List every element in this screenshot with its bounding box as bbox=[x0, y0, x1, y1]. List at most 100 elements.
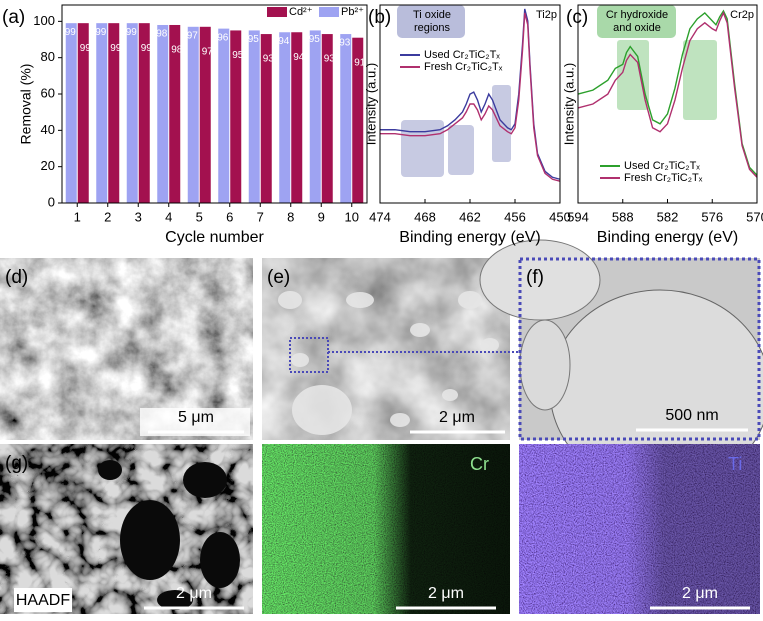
bar bbox=[230, 30, 242, 203]
x-tick-label: 8 bbox=[287, 209, 294, 224]
haadf-holes bbox=[98, 460, 240, 610]
x-tick-label: 1 bbox=[74, 209, 81, 224]
x-tick-label: 9 bbox=[318, 209, 325, 224]
legend-label: Cd²⁺ bbox=[289, 6, 313, 18]
bar bbox=[96, 23, 108, 204]
legend-label: Pb²⁺ bbox=[341, 6, 364, 18]
annotation: Cr hydroxide bbox=[606, 9, 668, 21]
line bbox=[380, 12, 561, 182]
y-tick-label: 60 bbox=[41, 85, 55, 100]
data-label: 99 bbox=[65, 27, 77, 38]
y-tick-label: 100 bbox=[33, 13, 55, 28]
y-tick-label: 40 bbox=[41, 122, 55, 137]
bar bbox=[291, 32, 303, 203]
legend-label: Used Cr₂TiC₂Tₓ bbox=[424, 49, 500, 61]
x-tick-label: 450 bbox=[549, 209, 571, 224]
data-label: 97 bbox=[187, 30, 199, 41]
region-box bbox=[448, 125, 474, 175]
x-tick-label: 468 bbox=[414, 209, 436, 224]
bar bbox=[260, 34, 272, 203]
panel-label: (d) bbox=[5, 267, 28, 288]
data-label: 95 bbox=[309, 34, 321, 45]
data-label: 98 bbox=[171, 45, 183, 56]
shaded-regions bbox=[397, 5, 717, 177]
bar bbox=[321, 34, 333, 203]
legend-swatch bbox=[267, 7, 287, 17]
annotation-box bbox=[397, 5, 465, 38]
core-level: Cr2p bbox=[730, 9, 754, 21]
x-tick-label: 474 bbox=[369, 209, 391, 224]
panel-label: (c) bbox=[566, 7, 588, 28]
x-tick-label: 6 bbox=[226, 209, 233, 224]
data-label: 95 bbox=[232, 50, 244, 61]
bar bbox=[138, 23, 150, 204]
legend-label: Used Cr₂TiC₂Tₓ bbox=[624, 160, 700, 172]
scale-bar-label: 2 μm bbox=[682, 585, 718, 602]
bar bbox=[248, 30, 260, 203]
detector-label: HAADF bbox=[16, 592, 70, 609]
data-label: 98 bbox=[156, 29, 168, 40]
scale-bar-label: 500 nm bbox=[665, 407, 718, 424]
region-box bbox=[683, 40, 717, 120]
plot-frame bbox=[379, 4, 561, 204]
bar bbox=[77, 23, 89, 204]
scale-bar-label: 2 μm bbox=[439, 409, 475, 426]
core-level: Ti2p bbox=[536, 9, 557, 21]
data-label: 99 bbox=[95, 27, 107, 38]
bar bbox=[309, 30, 321, 203]
data-label: 96 bbox=[217, 32, 229, 43]
x-tick-label: 456 bbox=[504, 209, 526, 224]
data-label: 93 bbox=[339, 38, 351, 49]
ti-map-shade bbox=[519, 444, 760, 614]
element-label: Cr bbox=[470, 454, 489, 474]
x-tick-label: 576 bbox=[701, 209, 723, 224]
x-tick-label: 4 bbox=[165, 209, 172, 224]
panel-label: (b) bbox=[368, 7, 391, 28]
data-label: 94 bbox=[278, 36, 290, 47]
scale-bar-label: 5 μm bbox=[178, 409, 214, 426]
data-label: 99 bbox=[80, 43, 92, 54]
x-tick-label: 588 bbox=[612, 209, 634, 224]
bar bbox=[352, 37, 364, 203]
tem-hole bbox=[519, 319, 571, 411]
bar bbox=[108, 23, 120, 204]
data-label: 97 bbox=[202, 46, 214, 57]
annotation: regions bbox=[414, 22, 451, 34]
data-label: 99 bbox=[126, 27, 138, 38]
legend-label: Fresh Cr₂TiC₂Tₓ bbox=[424, 61, 503, 73]
line bbox=[577, 9, 758, 176]
x-axis-label: Cycle number bbox=[165, 229, 264, 246]
scale-bar-label: 2 μm bbox=[176, 585, 212, 602]
region-box bbox=[492, 85, 511, 162]
scale-bar-label: 2 μm bbox=[428, 585, 464, 602]
cr-map-shade bbox=[262, 444, 510, 614]
y-axis-label: Removal (%) bbox=[18, 64, 34, 145]
x-tick-label: 582 bbox=[657, 209, 679, 224]
tem-holes bbox=[278, 291, 499, 435]
x-tick-label: 570 bbox=[746, 209, 763, 224]
plot-frame bbox=[577, 4, 758, 204]
bar bbox=[199, 26, 211, 204]
legend-label: Fresh Cr₂TiC₂Tₓ bbox=[624, 172, 703, 184]
x-tick-label: 3 bbox=[135, 209, 142, 224]
bar bbox=[187, 26, 199, 204]
data-label: 93 bbox=[324, 54, 336, 65]
legend-swatch bbox=[319, 7, 339, 17]
element-label: Ti bbox=[728, 454, 742, 474]
micrographs: (d) 5 μm (e) 2 μm (f) 500 nm (g) HAADF 2… bbox=[0, 239, 763, 614]
data-label: 94 bbox=[293, 52, 305, 63]
y-tick-label: 20 bbox=[41, 158, 55, 173]
x-axis-label: Binding energy (eV) bbox=[399, 229, 540, 246]
x-tick-label: 594 bbox=[567, 209, 589, 224]
bar bbox=[65, 23, 77, 204]
line bbox=[577, 11, 758, 178]
x-tick-label: 462 bbox=[459, 209, 481, 224]
bar bbox=[218, 28, 230, 203]
y-axis-label: Intensity (a.u.) bbox=[561, 63, 576, 145]
x-axis-label: Binding energy (eV) bbox=[597, 229, 738, 246]
data-label: 99 bbox=[110, 43, 122, 54]
data-label: 93 bbox=[263, 54, 275, 65]
annotation: Ti oxide bbox=[413, 9, 451, 21]
